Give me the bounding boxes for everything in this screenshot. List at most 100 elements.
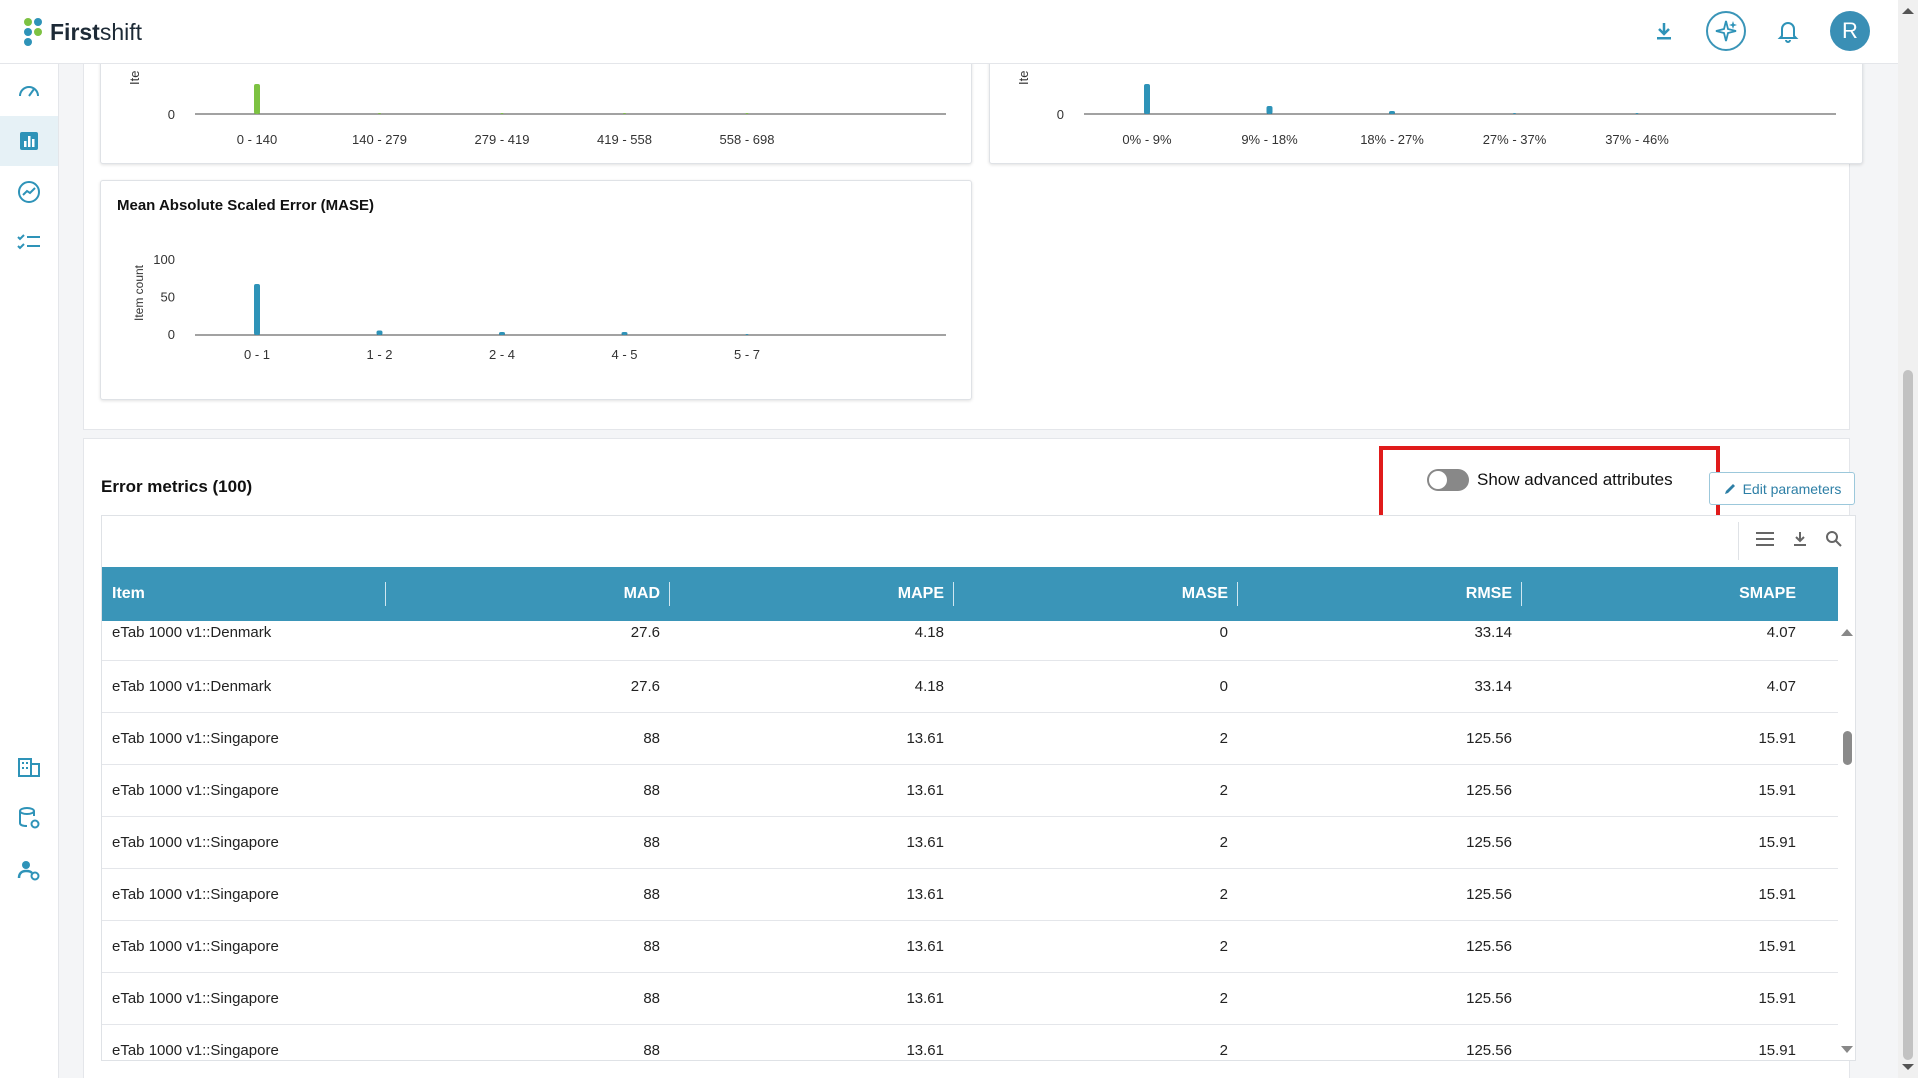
download-button[interactable]	[1644, 11, 1684, 51]
table-row[interactable]: eTab 1000 v1::Singapore 88 13.61 2 125.56 15.…	[102, 1025, 1838, 1060]
firstshift-logo[interactable]: Firstshift	[22, 16, 142, 48]
cell-smape: 15.91	[1758, 886, 1796, 903]
chart-card-2: Ite 0 0% - 9% 9% - 18% 18% - 27% 27% - 37% 3…	[989, 64, 1863, 164]
column-header-mase[interactable]: MASE	[954, 567, 1238, 621]
grid-scrollbar[interactable]	[1838, 621, 1856, 1060]
bar-1[interactable]	[376, 330, 383, 336]
download-icon	[1657, 23, 1671, 40]
cell-smape: 15.91	[1758, 782, 1796, 799]
bar-0[interactable]	[1144, 84, 1150, 114]
bar-0[interactable]	[254, 284, 260, 335]
scroll-up-arrow-icon[interactable]	[1838, 625, 1856, 639]
bar-1[interactable]	[378, 113, 381, 114]
column-header-label: SMAPE	[1739, 585, 1796, 602]
column-header-mad[interactable]: MAD	[386, 567, 670, 621]
page-scroll-down-icon[interactable]	[1898, 1060, 1918, 1074]
advanced-attributes-toggle[interactable]: Show advanced attributes	[1427, 469, 1673, 491]
sidebar-item-analytics[interactable]	[0, 116, 58, 166]
x-tick-label-2: 279 - 419	[475, 132, 530, 147]
sidebar	[0, 64, 59, 1078]
columns-button[interactable]	[1755, 530, 1775, 553]
y-axis-label: Ite	[127, 71, 142, 85]
column-header-label: MAPE	[897, 585, 944, 602]
column-header-smape[interactable]: SMAPE	[1522, 567, 1806, 621]
sidebar-item-organization[interactable]	[0, 742, 58, 792]
toggle-label: Show advanced attributes	[1477, 470, 1673, 489]
top-bar: Firstshift R	[0, 0, 1898, 64]
bar-3[interactable]	[1513, 113, 1516, 114]
page-scroll-thumb[interactable]	[1903, 370, 1913, 1060]
y-tick-50: 50	[161, 290, 175, 305]
table-row[interactable]: eTab 1000 v1::Singapore 88 13.61 2 125.56 15.…	[102, 713, 1838, 765]
sidebar-item-data-settings[interactable]	[0, 793, 58, 843]
table-row[interactable]: eTab 1000 v1::Denmark 27.6 4.18 0 33.14 4.07	[102, 621, 1838, 661]
page-scroll-up-icon[interactable]	[1898, 4, 1918, 18]
column-resize-handle[interactable]	[385, 582, 386, 606]
cell-item: eTab 1000 v1::Denmark	[112, 623, 272, 641]
grid-scroll-thumb[interactable]	[1843, 731, 1852, 765]
y-axis-label: Ite	[1016, 71, 1031, 85]
cell-mape: 13.61	[906, 886, 944, 903]
user-avatar[interactable]: R	[1830, 11, 1870, 51]
cell-mape: 13.61	[906, 730, 944, 747]
export-button[interactable]	[1791, 530, 1809, 553]
table-row[interactable]: eTab 1000 v1::Singapore 88 13.61 2 125.56 15.…	[102, 869, 1838, 921]
cell-smape: 15.91	[1758, 990, 1796, 1007]
notifications-button[interactable]	[1768, 11, 1808, 51]
bar-2[interactable]	[499, 332, 505, 335]
table-row[interactable]: eTab 1000 v1::Singapore 88 13.61 2 125.56 15.…	[102, 921, 1838, 973]
cell-item: eTab 1000 v1::Singapore	[112, 990, 279, 1007]
cell-mad: 88	[643, 886, 660, 903]
main-content: Ite 0 0 - 140 140 - 279 279 - 419 419 - 558…	[59, 64, 1898, 1078]
bar-2[interactable]	[500, 113, 504, 114]
bar-4[interactable]	[745, 113, 749, 114]
cell-rmse: 125.56	[1466, 938, 1512, 955]
column-resize-handle[interactable]	[1521, 582, 1522, 606]
sidebar-item-tasks[interactable]	[0, 218, 58, 268]
column-header-mape[interactable]: MAPE	[670, 567, 954, 621]
toggle-switch[interactable]	[1427, 469, 1469, 491]
bar-3[interactable]	[621, 332, 628, 335]
column-header-label: Item	[112, 585, 145, 602]
brand-name: Firstshift	[50, 18, 143, 45]
cell-item: eTab 1000 v1::Singapore	[112, 886, 279, 903]
column-resize-handle[interactable]	[953, 582, 954, 606]
ai-assistant-button[interactable]	[1706, 11, 1746, 51]
table-row[interactable]: eTab 1000 v1::Singapore 88 13.61 2 125.56 15.…	[102, 817, 1838, 869]
cell-smape: 4.07	[1766, 678, 1796, 695]
bar-4[interactable]	[745, 334, 749, 335]
grid-search-button[interactable]	[1825, 530, 1843, 553]
cell-rmse: 125.56	[1466, 730, 1512, 747]
x-tick-label-0: 0% - 9%	[1122, 132, 1172, 147]
x-tick-label-1: 140 - 279	[352, 132, 407, 147]
bar-4[interactable]	[1635, 113, 1639, 114]
sidebar-item-dashboard[interactable]	[0, 66, 58, 116]
table-row[interactable]: eTab 1000 v1::Singapore 88 13.61 2 125.56 15.…	[102, 765, 1838, 817]
column-resize-handle[interactable]	[669, 582, 670, 606]
table-row[interactable]: eTab 1000 v1::Denmark 27.6 4.18 0 33.14 4.07	[102, 661, 1838, 713]
page-scrollbar[interactable]	[1898, 0, 1918, 1078]
y-tick-0: 0	[168, 107, 175, 122]
grid-header: Item MAD MAPE MASE RMSE SMAPE	[102, 567, 1838, 621]
column-header-item[interactable]: Item	[102, 567, 386, 621]
x-tick-label-0: 0 - 1	[244, 347, 270, 362]
cell-mad: 88	[643, 730, 660, 747]
cell-mase: 2	[1219, 730, 1228, 747]
cell-rmse: 125.56	[1466, 886, 1512, 903]
table-row[interactable]: eTab 1000 v1::Singapore 88 13.61 2 125.56 15.…	[102, 973, 1838, 1025]
scroll-down-arrow-icon[interactable]	[1838, 1043, 1856, 1057]
cell-mape: 4.18	[914, 678, 944, 695]
edit-parameters-button[interactable]: Edit parameters	[1709, 472, 1855, 505]
cell-smape: 4.07	[1766, 623, 1796, 641]
bar-0[interactable]	[254, 84, 260, 114]
trend-chart-icon	[18, 181, 40, 203]
y-tick-0: 0	[1057, 107, 1064, 122]
download-icon	[1794, 531, 1806, 546]
sidebar-item-user-settings[interactable]	[0, 845, 58, 895]
bar-3[interactable]	[623, 113, 626, 114]
sidebar-item-trends[interactable]	[0, 167, 58, 217]
bar-1[interactable]	[1266, 106, 1273, 114]
column-resize-handle[interactable]	[1237, 582, 1238, 606]
bar-2[interactable]	[1389, 111, 1395, 114]
column-header-rmse[interactable]: RMSE	[1238, 567, 1522, 621]
